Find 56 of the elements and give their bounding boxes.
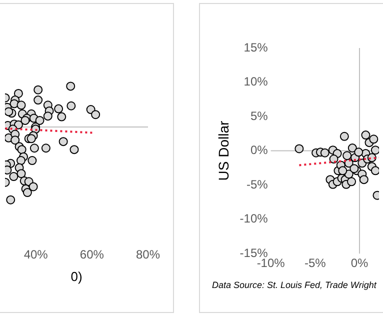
x-axis-title: 0): [70, 268, 82, 284]
point: [14, 88, 23, 98]
point: [17, 145, 26, 154]
point: [28, 156, 37, 166]
point: [350, 164, 359, 174]
point: [35, 116, 44, 125]
point: [369, 134, 378, 144]
point: [6, 195, 16, 204]
y-tick-label: 0%: [250, 143, 268, 158]
point: [66, 101, 76, 110]
point: [338, 166, 348, 176]
point: [361, 130, 370, 140]
point: [5, 107, 14, 116]
point: [10, 136, 20, 145]
point: [58, 137, 68, 146]
y-axis-title: US Dollar: [215, 120, 232, 181]
point: [57, 112, 66, 122]
point: [16, 169, 26, 178]
point: [43, 112, 52, 121]
x-tick-label: -5%: [304, 256, 326, 270]
point: [34, 96, 43, 105]
y-tick-label: 15%: [244, 40, 268, 54]
x-tick-label: 0%: [350, 256, 368, 270]
y-tick-label: -10%: [240, 212, 268, 226]
y-tick-label: 10%: [244, 74, 268, 89]
x-tick-label: 80%: [136, 248, 160, 262]
point: [16, 156, 26, 166]
point: [370, 166, 379, 176]
point: [359, 175, 368, 184]
point: [34, 85, 43, 94]
point: [91, 110, 100, 120]
point: [342, 151, 352, 160]
point: [320, 148, 330, 158]
point: [66, 82, 76, 91]
point: [354, 148, 364, 157]
point: [54, 104, 64, 114]
point: [347, 177, 356, 186]
point: [41, 144, 50, 153]
point: [340, 132, 349, 141]
x-tick-label: 40%: [24, 248, 48, 262]
point: [348, 144, 357, 153]
point: [22, 188, 32, 198]
source-note: Data Source: St. Louis Fed, Trade Wright: [212, 280, 378, 290]
point: [16, 100, 26, 110]
y-tick-label: 5%: [250, 108, 268, 123]
point: [28, 182, 38, 192]
point: [370, 146, 379, 155]
point: [329, 154, 338, 164]
point: [294, 144, 304, 154]
point: [9, 172, 18, 182]
y-tick-label: -15%: [240, 246, 268, 260]
point: [30, 144, 39, 153]
point: [26, 134, 36, 144]
y-tick-label: -5%: [246, 177, 268, 192]
point: [70, 145, 79, 154]
x-tick-label: 60%: [80, 248, 104, 262]
